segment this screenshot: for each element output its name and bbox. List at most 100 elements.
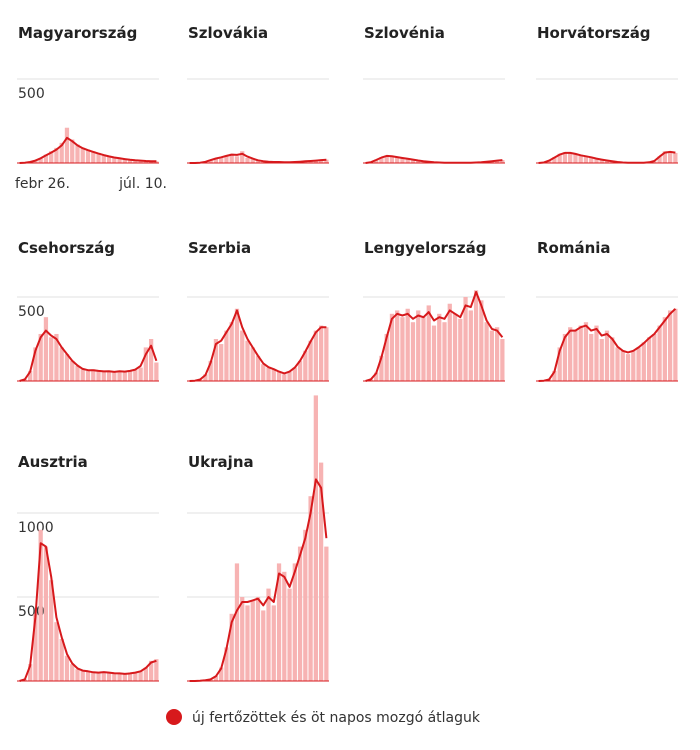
moving-average-line [19,542,157,682]
bar [75,365,80,381]
bar [662,151,667,163]
bar [133,369,138,381]
bar [219,667,224,681]
bar [143,347,148,381]
moving-average-line [189,478,328,682]
bar [54,147,59,163]
x-tick-label: júl. 10. [118,176,167,192]
bar [646,337,652,381]
bar [667,310,673,381]
bar [266,367,271,381]
bar [224,155,229,163]
bar [49,580,54,681]
bar [208,159,213,163]
bar [589,333,594,381]
bar [133,160,138,163]
bar [416,160,421,163]
bar [578,155,583,163]
bar [240,597,245,681]
bar [208,360,213,381]
bar [667,152,673,163]
bar [117,673,122,681]
y-tick-label: 500 [18,604,45,620]
panel-title: Ausztria [18,453,88,471]
moving-average-line [365,154,503,164]
bar [245,605,250,681]
bar [106,156,112,163]
bar [28,664,33,681]
bar [266,588,271,681]
bar [395,157,400,163]
bar [625,354,631,381]
bar [234,308,240,381]
panel-title: Ukrajna [188,453,254,471]
bar [557,153,562,163]
bar [405,158,410,163]
bar [313,395,318,681]
panel-title: Magyarország [18,24,137,42]
bar [224,647,229,681]
bar [657,156,662,163]
bar [96,370,101,381]
bar [568,327,573,381]
bar [384,155,389,163]
bar [500,339,505,381]
bar [80,369,85,381]
bar [410,159,416,163]
bar [245,157,250,163]
bar [324,327,329,381]
bar [250,158,255,163]
bar [594,325,599,381]
bar [276,563,282,681]
bar [447,303,452,381]
panel-title: Csehország [18,239,115,257]
bar [494,160,500,163]
bar [389,313,395,381]
bar [122,674,127,681]
bar [154,362,159,381]
bar [245,340,250,381]
bar [282,571,287,681]
bar [33,613,38,681]
bar [589,157,594,163]
bar [303,529,308,681]
bar [473,290,479,381]
bar [101,371,106,381]
bar [318,159,324,163]
bar [468,310,473,381]
bar [154,659,159,681]
bar [426,305,431,381]
bar [43,317,49,381]
bar [224,330,229,381]
bar [573,330,578,381]
bar [240,330,245,381]
bar [489,330,494,381]
bar [138,670,143,681]
bar [287,371,292,381]
bar [552,157,557,163]
bar [318,462,324,681]
bar [255,355,261,381]
bar [85,149,91,163]
bar [80,670,85,681]
bar [421,317,426,381]
bar [562,152,568,163]
bar [255,160,261,163]
bar [122,371,127,381]
bar [494,327,500,381]
bar [379,157,384,163]
bar [405,308,410,381]
bar [38,157,43,163]
bar [91,369,96,381]
bar [324,546,329,681]
bar [308,496,313,681]
bar [106,370,112,381]
bar [652,333,657,381]
bar [379,355,384,381]
bar [610,337,615,381]
bar [148,339,154,381]
bar [631,350,636,381]
bar [250,600,255,681]
bar [143,667,148,681]
